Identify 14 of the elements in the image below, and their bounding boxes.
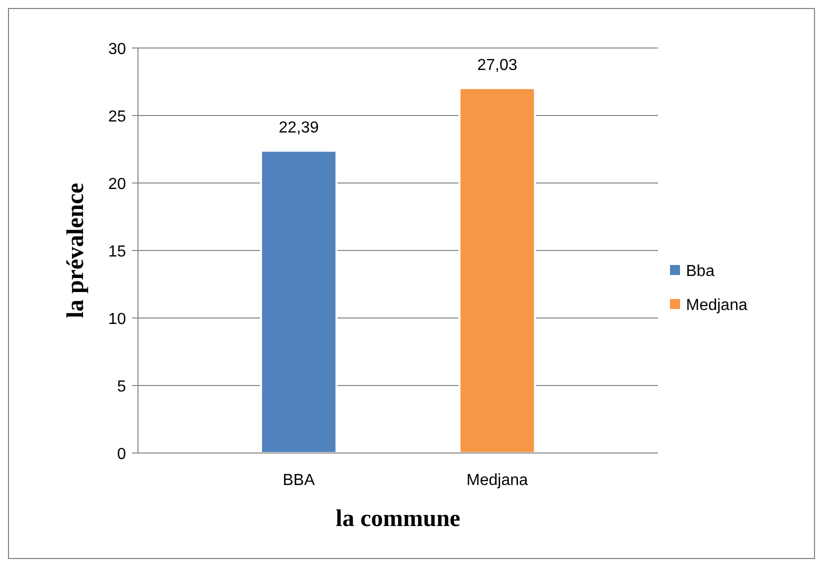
y-tick-label: 0 [117,446,126,463]
legend-label: Medjana [686,297,748,314]
x-tick-label: BBA [282,472,316,489]
y-tick-label: 5 [117,378,126,396]
y-tick-label: 15 [108,244,126,260]
text: 22,39 [278,120,319,137]
y-tick-label: 30 [108,41,126,58]
y-axis-title: la prévalence [63,182,89,318]
y-tick-label: 10 [108,311,126,328]
text: 27,03 [477,57,518,74]
x-axis-title: la commune [336,506,461,532]
y-tick-label: 20 [108,176,126,193]
y-tick-label: 25 [108,108,126,126]
legend-label: Bba [686,263,715,280]
